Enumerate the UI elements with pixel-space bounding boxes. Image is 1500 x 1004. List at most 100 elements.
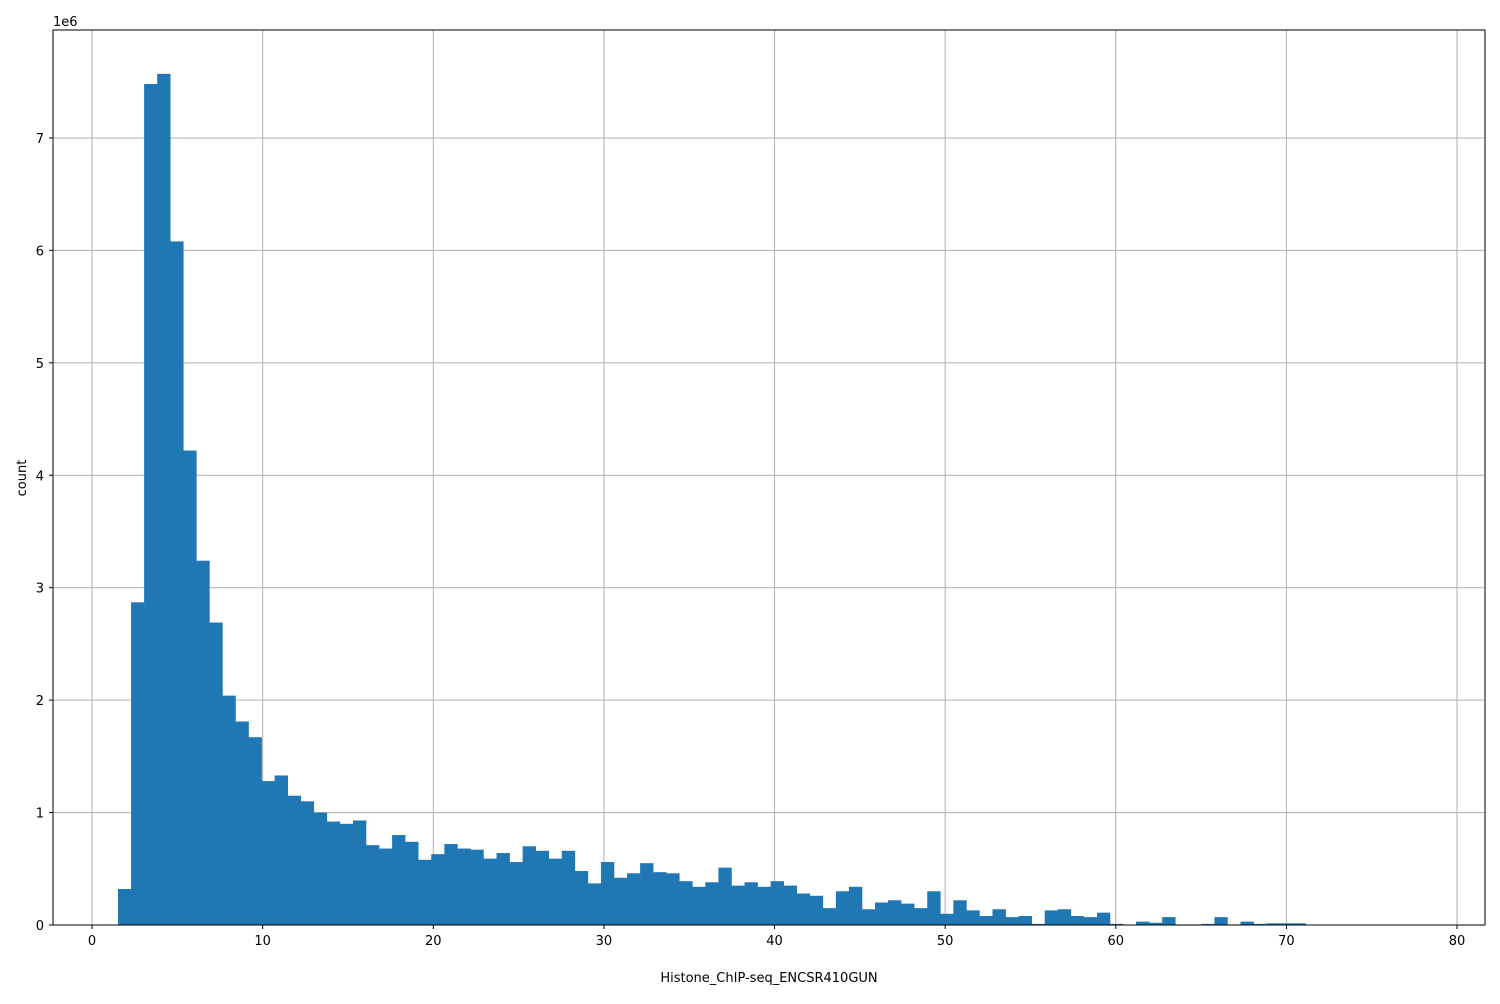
histogram-bar (966, 910, 980, 925)
histogram-bar (1292, 923, 1307, 925)
histogram-bar (1005, 917, 1019, 925)
histogram-bar (1070, 916, 1085, 925)
histogram-bar (444, 844, 458, 925)
histogram-bar (248, 737, 262, 925)
x-tick-label: 80 (1449, 934, 1466, 949)
x-tick-label: 60 (1108, 934, 1125, 949)
histogram-bar (587, 883, 602, 925)
histogram-bar (992, 909, 1006, 925)
histogram-bar (692, 886, 706, 925)
histogram-bar (718, 867, 732, 925)
histogram-bar (888, 900, 902, 925)
histogram-bar (379, 848, 393, 925)
histogram-bar (326, 821, 341, 925)
histogram-bar (274, 775, 288, 925)
x-axis-ticks: 0 10 20 30 40 50 60 70 80 (88, 925, 1465, 949)
histogram-bar (1201, 923, 1215, 925)
histogram-bar (535, 850, 550, 925)
histogram-bar (835, 891, 850, 925)
histogram-bar (744, 882, 758, 925)
histogram-bar (953, 900, 967, 925)
y-offset-label: 1e6 (53, 15, 78, 30)
histogram-bar (392, 835, 406, 925)
y-tick-label: 6 (36, 244, 44, 259)
histogram-bar (548, 858, 563, 925)
y-tick-label: 3 (36, 582, 44, 597)
y-tick-label: 4 (36, 469, 44, 484)
x-tick-label: 40 (766, 934, 783, 949)
histogram-bar (1162, 917, 1176, 925)
x-tick-label: 0 (88, 934, 96, 949)
x-axis-label: Histone_ChIP-seq_ENCSR410GUN (660, 971, 877, 986)
histogram-bar (496, 853, 510, 925)
histogram-bar (170, 241, 184, 926)
histogram-bar (731, 885, 745, 925)
histogram-bar (627, 873, 641, 925)
histogram-bar (600, 862, 615, 925)
histogram-bar (1083, 917, 1098, 925)
histogram-bar (613, 877, 628, 925)
histogram-bar (261, 781, 275, 925)
histogram-bar (1109, 923, 1124, 925)
y-tick-label: 5 (36, 357, 44, 372)
histogram-bar (209, 622, 223, 925)
histogram-bar (1057, 909, 1072, 925)
y-tick-label: 1 (36, 807, 44, 822)
x-tick-label: 20 (425, 934, 442, 949)
histogram-bar (770, 881, 784, 925)
histogram-bar (561, 850, 576, 925)
histogram-bar (796, 893, 811, 925)
histogram-bar (640, 863, 654, 925)
histogram-bar (118, 889, 132, 925)
histogram-bar (287, 795, 302, 925)
histogram-bar (431, 854, 445, 925)
histogram-bar (1096, 912, 1111, 925)
histogram-bar (300, 801, 315, 925)
histogram-bar (901, 903, 915, 925)
histogram-bar (927, 891, 941, 925)
histogram-bar (809, 895, 824, 925)
histogram-bar (157, 73, 171, 925)
histogram-bar (365, 845, 380, 925)
histogram-bar (509, 862, 523, 925)
histogram-bar (875, 902, 889, 925)
histogram-bar (914, 908, 928, 925)
histogram-bar (822, 908, 837, 925)
x-tick-label: 70 (1278, 934, 1295, 949)
histogram-bar (848, 886, 863, 925)
histogram-bar (1136, 921, 1150, 925)
histogram-bar (522, 846, 536, 925)
histogram-bar (222, 695, 236, 925)
histogram-bar (144, 83, 158, 925)
histogram-bar (183, 450, 197, 925)
histogram-bar (1279, 923, 1294, 925)
histogram-bar (418, 859, 432, 925)
y-tick-label: 0 (36, 919, 44, 934)
histogram-bar (757, 886, 771, 925)
histogram-bar (405, 841, 419, 925)
histogram-bar (1214, 917, 1228, 925)
histogram-bar (979, 916, 993, 925)
histogram-bar (783, 885, 798, 925)
histogram-bar (705, 882, 719, 925)
histogram-bar (574, 871, 589, 925)
y-axis-label: count (15, 460, 30, 497)
x-tick-label: 10 (254, 934, 271, 949)
x-tick-label: 30 (596, 934, 613, 949)
y-axis-ticks: 0 1 2 3 4 5 6 7 (36, 132, 53, 934)
x-tick-label: 50 (937, 934, 954, 949)
histogram-bar (653, 872, 667, 925)
histogram-bar (1044, 910, 1059, 925)
histogram-bar (196, 560, 210, 925)
histogram-bar (131, 602, 145, 925)
histogram-bar (1149, 922, 1163, 925)
y-tick-label: 7 (36, 132, 44, 147)
histogram-bar (1240, 921, 1254, 925)
histogram-bar (1253, 923, 1267, 925)
y-tick-label: 2 (36, 694, 44, 709)
histogram-bar (457, 848, 471, 925)
histogram-bar (470, 849, 484, 925)
histogram-bar (940, 913, 954, 925)
histogram-bar (679, 881, 693, 925)
histogram-bar (352, 820, 367, 925)
